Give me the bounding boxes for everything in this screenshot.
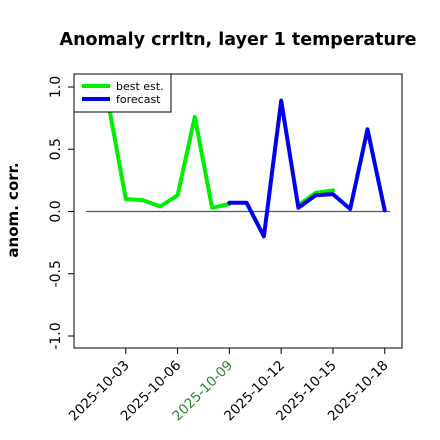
y-tick-label: -1.0	[48, 322, 64, 349]
series-line-forecast	[227, 98, 387, 239]
y-axis-label: anom. corr.	[4, 162, 22, 257]
legend: best est.forecast	[73, 73, 172, 113]
legend-entry: best est.	[116, 80, 164, 93]
y-tick-label: 1.0	[48, 76, 64, 98]
legend-box	[73, 73, 172, 113]
y-tick-label: -0.5	[48, 260, 64, 287]
chart-title: Anomaly crrltn, layer 1 temperature	[60, 30, 417, 50]
y-tick-label: 0.5	[48, 138, 64, 160]
x-axis: 2025-10-032025-10-062025-10-092025-10-12…	[66, 348, 392, 424]
legend-entry: forecast	[116, 93, 161, 106]
series-layer	[106, 98, 387, 239]
y-tick-label: 0.0	[48, 200, 64, 222]
y-axis: -1.0 -0.5 0.0 0.5 1.0	[48, 76, 74, 350]
series-line-best-est	[296, 188, 335, 208]
series-line-best-est	[106, 102, 232, 210]
